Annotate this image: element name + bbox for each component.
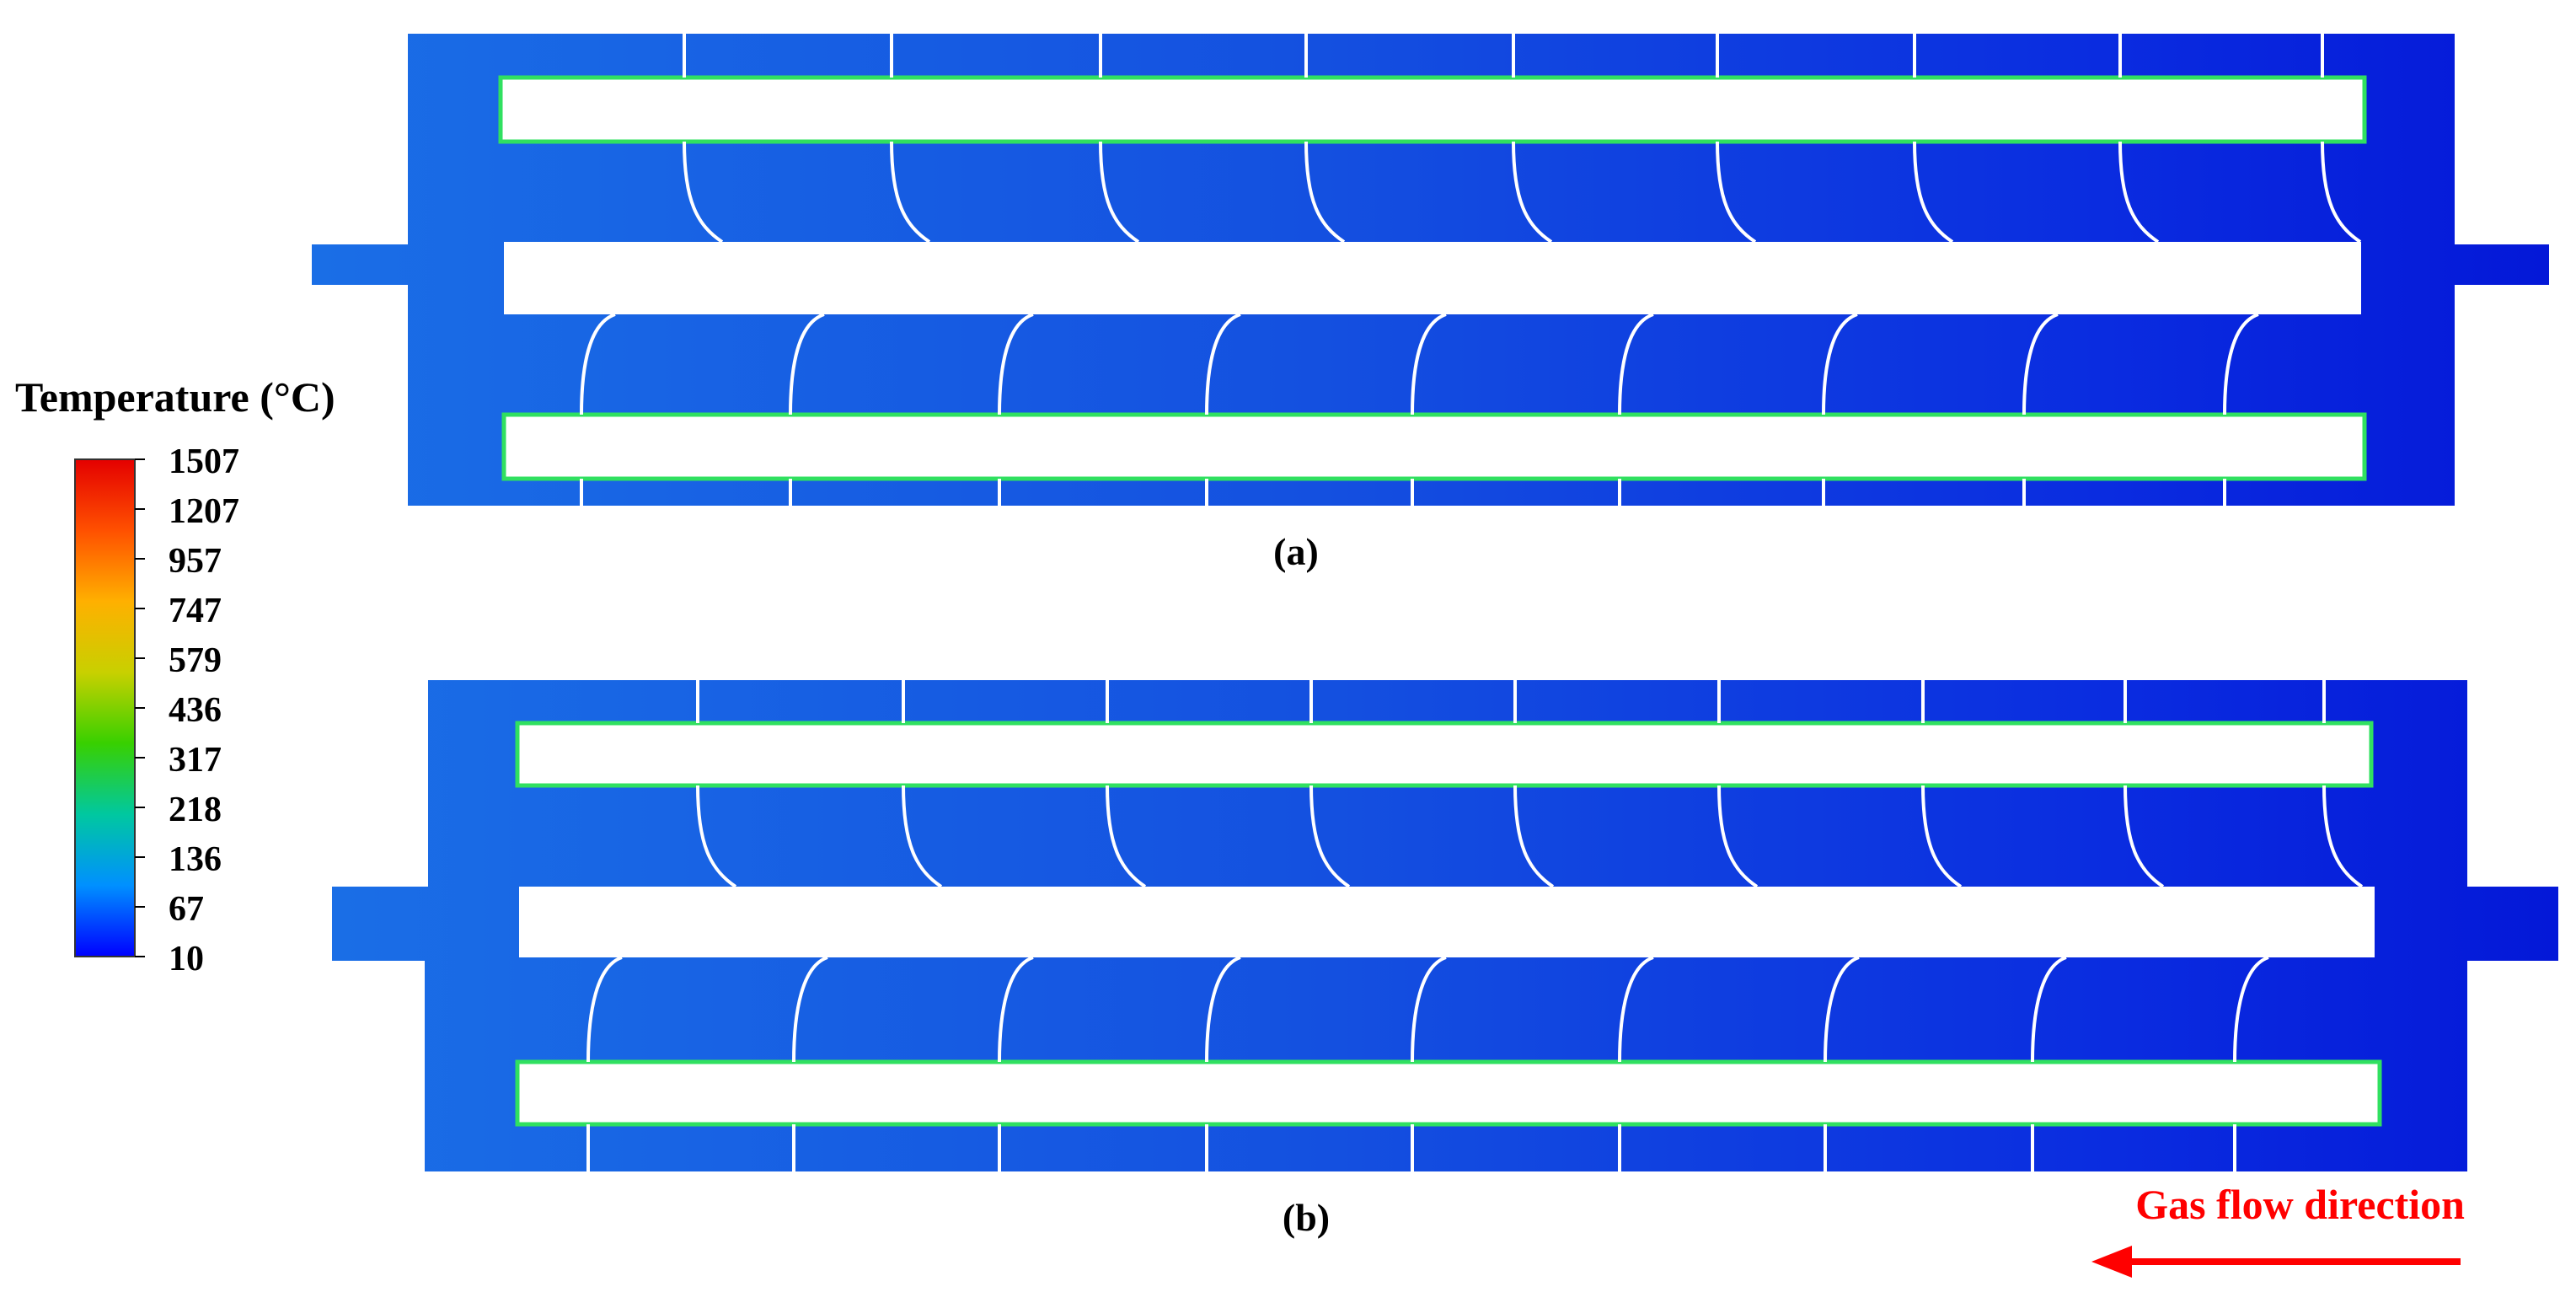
baffle-line (586, 956, 623, 1063)
baffle-line (2118, 141, 2160, 244)
baffle-line (998, 313, 1034, 415)
colorbar-tick-label: 1207 (169, 492, 239, 531)
tube-middle-b (519, 887, 2375, 957)
tube-top-b (515, 721, 2374, 788)
baffle-line (1205, 956, 1241, 1063)
baffle-line (1513, 785, 1555, 888)
baffle-line (789, 313, 825, 415)
colorbar-tick-label: 10 (169, 940, 204, 978)
tube-bottom-a (501, 412, 2367, 481)
baffle-line (1512, 141, 1553, 244)
baffles-a (580, 34, 2362, 506)
panel-label-a: (a) (1273, 530, 1319, 573)
baffle-line (1913, 141, 1954, 244)
colorbar-gradient (74, 458, 136, 957)
colorbar-tick-label: 957 (169, 542, 222, 581)
colorbar-tick-label: 747 (169, 592, 222, 630)
colorbar-title: Temperature (°C) (15, 373, 335, 421)
panel-b: (b) (332, 680, 2558, 1239)
gas-flow-indicator: Gas flow direction (2091, 1181, 2465, 1278)
tube-top-a (498, 75, 2367, 144)
baffle-line (1716, 141, 1757, 244)
baffle-line (1099, 141, 1140, 244)
baffles-b (586, 680, 2364, 1171)
baffle-line (1411, 956, 1447, 1063)
baffle-line (1717, 785, 1759, 888)
colorbar-tick-label: 136 (169, 840, 222, 879)
baffle-line (1106, 785, 1147, 888)
baffle-line (1304, 141, 1346, 244)
baffle-line (792, 956, 828, 1063)
baffle-line (2022, 313, 2059, 415)
baffle-line (2321, 141, 2362, 244)
baffle-line (1618, 313, 1654, 415)
baffle-line (902, 785, 943, 888)
baffle-line (2223, 313, 2259, 415)
baffle-line (890, 141, 931, 244)
baffle-line (2233, 956, 2269, 1063)
baffle-line (1822, 313, 1858, 415)
baffle-line (1411, 313, 1447, 415)
baffle-line (696, 785, 737, 888)
panel-a: (a) (312, 34, 2549, 573)
gas-flow-label: Gas flow direction (2135, 1181, 2465, 1228)
baffle-line (683, 141, 724, 244)
colorbar-tick-label: 579 (169, 641, 222, 680)
colorbar-ticks: 1507 1207 957 747 579 436 317 218 136 67 10 (135, 442, 239, 978)
baffle-line (1921, 785, 1963, 888)
colorbar-tick-label: 1507 (169, 442, 239, 481)
colorbar-tick-label: 218 (169, 791, 222, 829)
baffle-line (1618, 956, 1654, 1063)
colorbar-tick-label: 67 (169, 890, 204, 929)
colorbar: Temperature (°C) 1507 1207 957 747 579 436 317… (15, 373, 335, 978)
baffle-line (2031, 956, 2067, 1063)
baffle-line (998, 956, 1034, 1063)
baffle-line (2322, 785, 2364, 888)
gas-flow-arrow-head (2091, 1246, 2132, 1278)
colorbar-tick-label: 317 (169, 741, 222, 780)
tube-middle-a (504, 242, 2361, 314)
panel-label-b: (b) (1283, 1196, 1330, 1239)
baffle-line (580, 313, 616, 415)
baffle-line (1309, 785, 1351, 888)
colorbar-tick-label: 436 (169, 691, 222, 730)
tube-bottom-b (515, 1059, 2382, 1127)
baffle-line (1824, 956, 1860, 1063)
baffle-line (1205, 313, 1241, 415)
baffle-line (2123, 785, 2165, 888)
